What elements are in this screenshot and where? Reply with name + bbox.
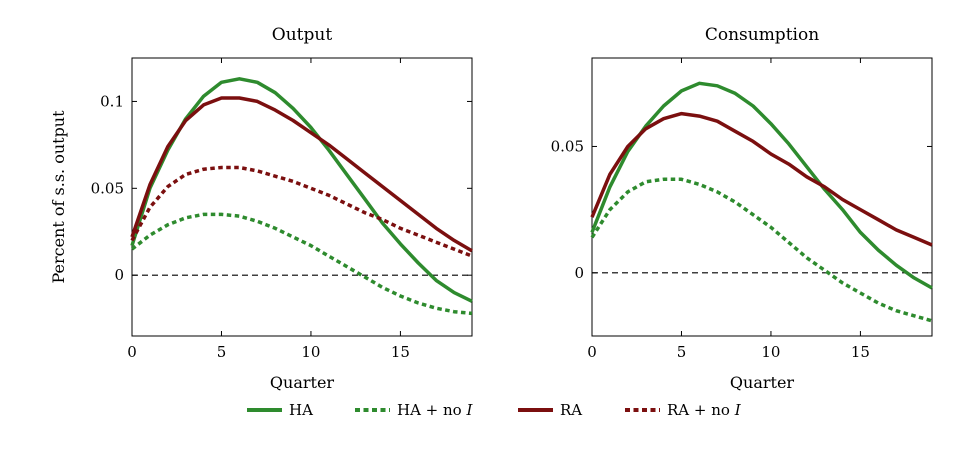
plot-frame xyxy=(131,57,473,337)
series-line-ha-no-i xyxy=(130,212,473,316)
x-tick-label: 10 xyxy=(301,343,320,361)
series-line-ha xyxy=(130,77,473,303)
x-axis-label: Quarter xyxy=(730,373,795,392)
output-panel: Output 0 5 10 15 0 0.05 0.1 Quarter Percent of… xyxy=(49,25,473,392)
series-line-ha-no-i xyxy=(590,177,933,323)
y-tick-label: 0.05 xyxy=(551,137,584,155)
y-tick-label: 0 xyxy=(574,264,584,282)
legend-label: HA + no I xyxy=(397,401,473,419)
panel-title-output: Output xyxy=(272,25,333,45)
consumption-panel: Consumption 0 5 10 15 0 0.05 Quarter xyxy=(551,25,933,392)
series-line-ra-no-i xyxy=(130,165,473,258)
x-tick-label: 0 xyxy=(127,343,137,361)
legend-label: RA + no I xyxy=(667,401,742,419)
x-tick-label: 5 xyxy=(217,343,227,361)
legend-entry-ra-no-i: RA + no I xyxy=(625,401,742,419)
legend: HA HA + no I RA RA + no I xyxy=(247,401,742,419)
series-line-ra xyxy=(130,96,473,253)
legend-label: RA xyxy=(560,401,582,419)
x-tick-label: 15 xyxy=(851,343,870,361)
panel-title-consumption: Consumption xyxy=(705,25,819,45)
series-line-ha xyxy=(590,81,933,290)
legend-entry-ra: RA xyxy=(518,401,582,419)
legend-label: HA xyxy=(289,401,313,419)
x-tick-label: 15 xyxy=(391,343,410,361)
y-tick-label: 0.1 xyxy=(100,92,124,110)
x-axis-label: Quarter xyxy=(270,373,335,392)
y-axis-label: Percent of s.s. output xyxy=(49,110,68,284)
legend-entry-ha: HA xyxy=(247,401,313,419)
legend-entry-ha-no-i: HA + no I xyxy=(355,401,473,419)
x-tick-label: 5 xyxy=(677,343,687,361)
plot-frame xyxy=(591,57,933,337)
x-tick-label: 0 xyxy=(587,343,597,361)
y-tick-label: 0 xyxy=(114,266,124,284)
y-tick-label: 0.05 xyxy=(91,179,124,197)
series-line-ra xyxy=(590,111,933,247)
x-tick-label: 10 xyxy=(761,343,780,361)
